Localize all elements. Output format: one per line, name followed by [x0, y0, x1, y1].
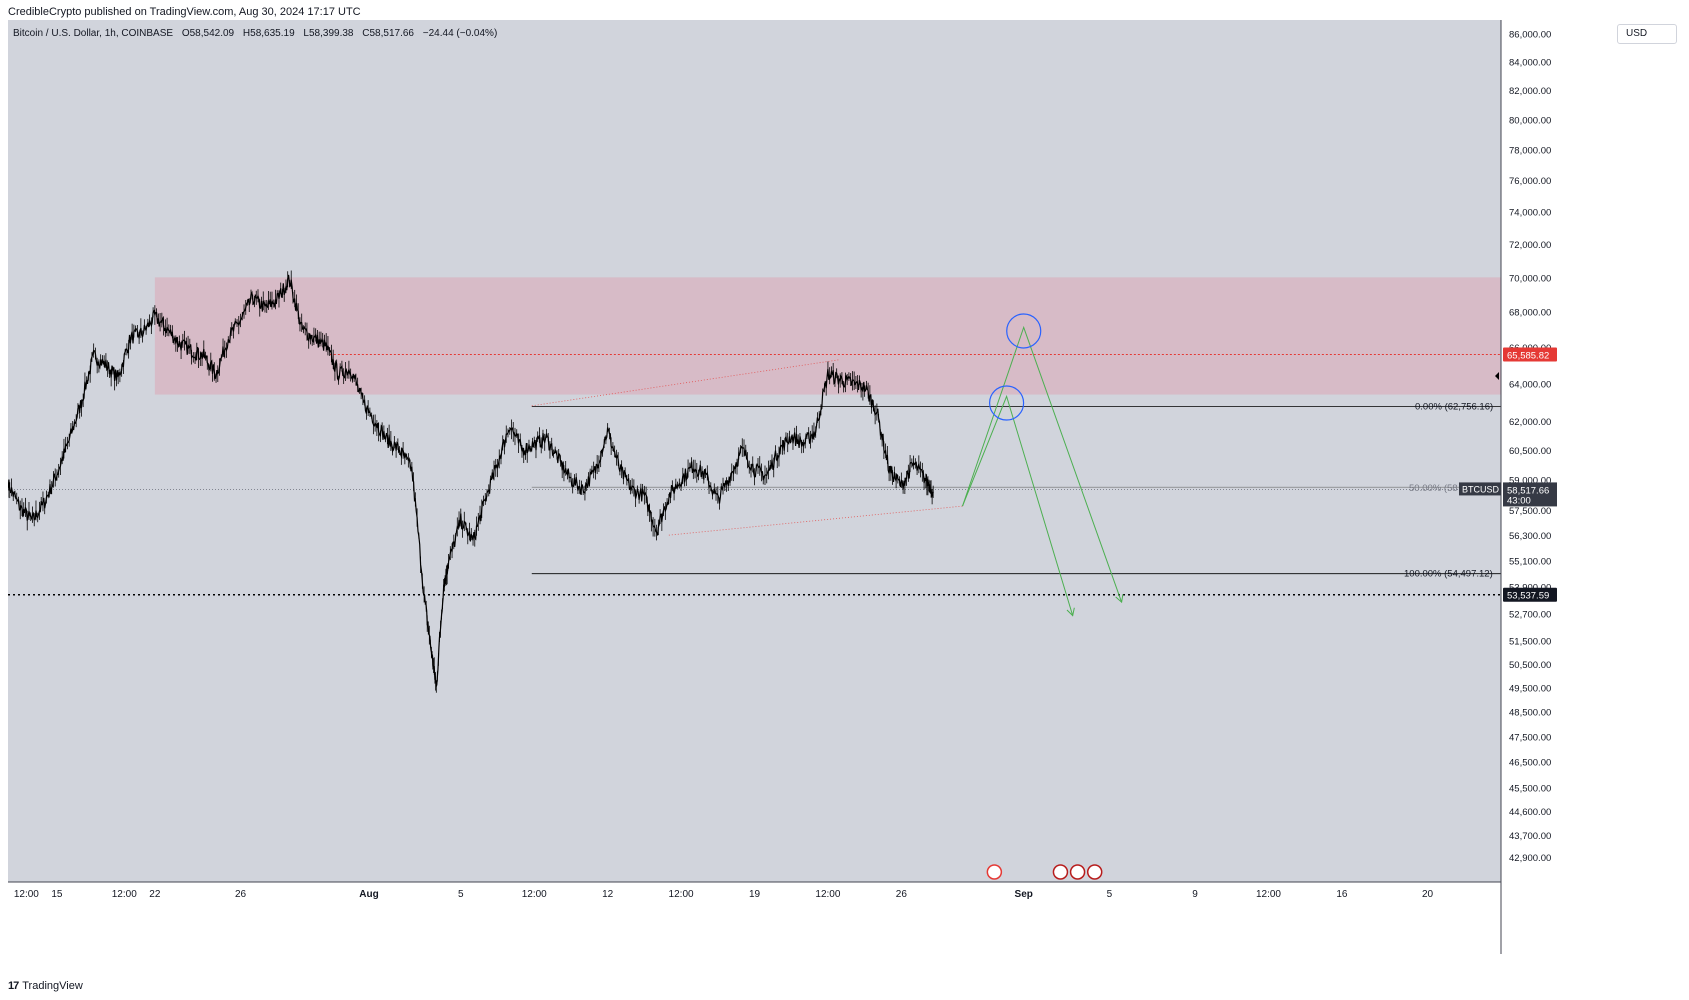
price-tick-label: 43,700.00 [1509, 831, 1551, 842]
price-tick-label: 64,000.00 [1509, 379, 1551, 390]
time-tick-label: 15 [51, 889, 63, 900]
time-tick-label: 20 [1422, 889, 1434, 900]
price-tick-label: 55,100.00 [1509, 557, 1551, 568]
high-value: 58,635.19 [250, 28, 295, 39]
time-tick-label: 22 [149, 889, 161, 900]
tradingview-brand-label: TradingView [22, 980, 83, 992]
red-line-price-tag-bg [1503, 347, 1557, 362]
time-tick-label: 12:00 [522, 889, 547, 900]
symbol-label: Bitcoin / U.S. Dollar, 1h, COINBASE [13, 28, 174, 39]
time-tick-label: 5 [458, 889, 464, 900]
red-line-price-tag: 65,585.82 [1507, 350, 1549, 361]
support-price-tag: 53,537.59 [1507, 591, 1549, 602]
time-tick-label: Sep [1015, 889, 1033, 900]
time-tick-label: 12 [602, 889, 614, 900]
price-tick-label: 70,000.00 [1509, 273, 1551, 284]
last-price-tag: 58,517.66 [1507, 485, 1549, 496]
price-tick-label: 68,000.00 [1509, 308, 1551, 319]
price-tick-label: 48,500.00 [1509, 708, 1551, 719]
currency-selector[interactable]: USD [1617, 24, 1677, 44]
time-tick-label: 19 [749, 889, 761, 900]
time-tick-label: 12:00 [14, 889, 39, 900]
us-flag-event-icon [1069, 864, 1086, 880]
close-key: C [362, 28, 370, 39]
ohlc-legend: Bitcoin / U.S. Dollar, 1h, COINBASE O58,… [13, 28, 503, 39]
price-tick-label: 82,000.00 [1509, 86, 1551, 97]
price-tick-label: 46,500.00 [1509, 758, 1551, 769]
time-tick-label: Aug [359, 889, 378, 900]
projection-path-2-arrowhead [1115, 594, 1124, 604]
time-tick-label: 5 [1107, 889, 1113, 900]
target-circle-1 [988, 385, 1025, 421]
price-tick-label: 74,000.00 [1509, 208, 1551, 219]
price-tick-label: 84,000.00 [1509, 58, 1551, 69]
price-tick-label: 47,500.00 [1509, 732, 1551, 743]
channel-bottom-line [668, 505, 963, 536]
time-tick-label: 12:00 [1256, 889, 1281, 900]
price-tick-label: 42,900.00 [1509, 853, 1551, 864]
symbol-tag-bg [1459, 482, 1501, 496]
price-tick-label: 80,000.00 [1509, 115, 1551, 126]
chart-area[interactable]: 0.00% (62,756.16) 50.00% (58 100.00% (54,4… [8, 20, 1616, 954]
price-tick-label: 52,700.00 [1509, 609, 1551, 620]
projection-path-1 [962, 394, 1074, 616]
price-tick-label: 44,600.00 [1509, 807, 1551, 818]
price-tick-label: 62,000.00 [1509, 417, 1551, 428]
tradingview-mark-icon: 17 [8, 980, 19, 992]
price-tick-label: 60,500.00 [1509, 446, 1551, 457]
time-tick-label: 12:00 [112, 889, 137, 900]
axis-marker-icon [1495, 372, 1499, 381]
chart-background [8, 20, 1501, 882]
price-tick-label: 56,300.00 [1509, 531, 1551, 542]
fib-50-label: 50.00% (58 [1409, 483, 1458, 494]
tradingview-logo[interactable]: 17 TradingView [8, 980, 83, 992]
price-tick-label: 49,500.00 [1509, 684, 1551, 695]
open-key: O [181, 28, 190, 39]
us-flag-event-icon [1052, 864, 1069, 880]
open-value: 58,542.09 [189, 28, 235, 39]
price-tick-label: 72,000.00 [1509, 240, 1551, 251]
time-axis-background [8, 882, 1501, 906]
published-header: CredibleCrypto published on TradingView.… [8, 6, 361, 18]
fib-100-label: 100.00% (54,497.12) [1404, 569, 1493, 580]
price-tick-label: 76,000.00 [1509, 176, 1551, 187]
low-value: 58,399.38 [308, 28, 354, 39]
price-tick-label: 51,500.00 [1509, 637, 1551, 648]
price-tick-label: 86,000.00 [1509, 30, 1551, 41]
projection-path-1-arrowhead [1066, 607, 1075, 617]
target-circle-2 [1006, 313, 1042, 349]
price-chart[interactable]: 0.00% (62,756.16) 50.00% (58 100.00% (54,4… [8, 20, 1616, 954]
low-key: L [303, 28, 309, 39]
us-flag-event-icon [1086, 864, 1103, 880]
change-value: −24.44 (−0.04%) [422, 28, 498, 39]
time-tick-label: 26 [896, 889, 908, 900]
high-key: H [242, 28, 251, 39]
earnings-event-icon [986, 864, 1003, 880]
time-tick-label: 12:00 [815, 889, 840, 900]
price-tick-label: 45,500.00 [1509, 783, 1551, 794]
time-tick-label: 16 [1336, 889, 1348, 900]
time-tick-label: 9 [1192, 889, 1198, 900]
price-tick-label: 50,500.00 [1509, 660, 1551, 671]
price-tick-label: 78,000.00 [1509, 145, 1551, 156]
resistance-zone [154, 277, 1502, 395]
support-price-tag-bg [1503, 587, 1557, 602]
countdown-tag: 43:00 [1507, 495, 1531, 506]
fib-0-label: 0.00% (62,756.16) [1415, 402, 1493, 413]
price-tick-label: 57,500.00 [1509, 506, 1551, 517]
projection-path-2 [962, 325, 1123, 603]
time-tick-label: 12:00 [669, 889, 694, 900]
symbol-tag: BTCUSD [1462, 484, 1500, 494]
time-tick-label: 26 [235, 889, 247, 900]
price-tick-label: 59,000.00 [1509, 476, 1551, 487]
channel-top-line [531, 359, 841, 407]
candle-wicks [8, 270, 934, 693]
close-value: 58,517.66 [369, 28, 415, 39]
last-price-tag-bg [1503, 482, 1557, 507]
